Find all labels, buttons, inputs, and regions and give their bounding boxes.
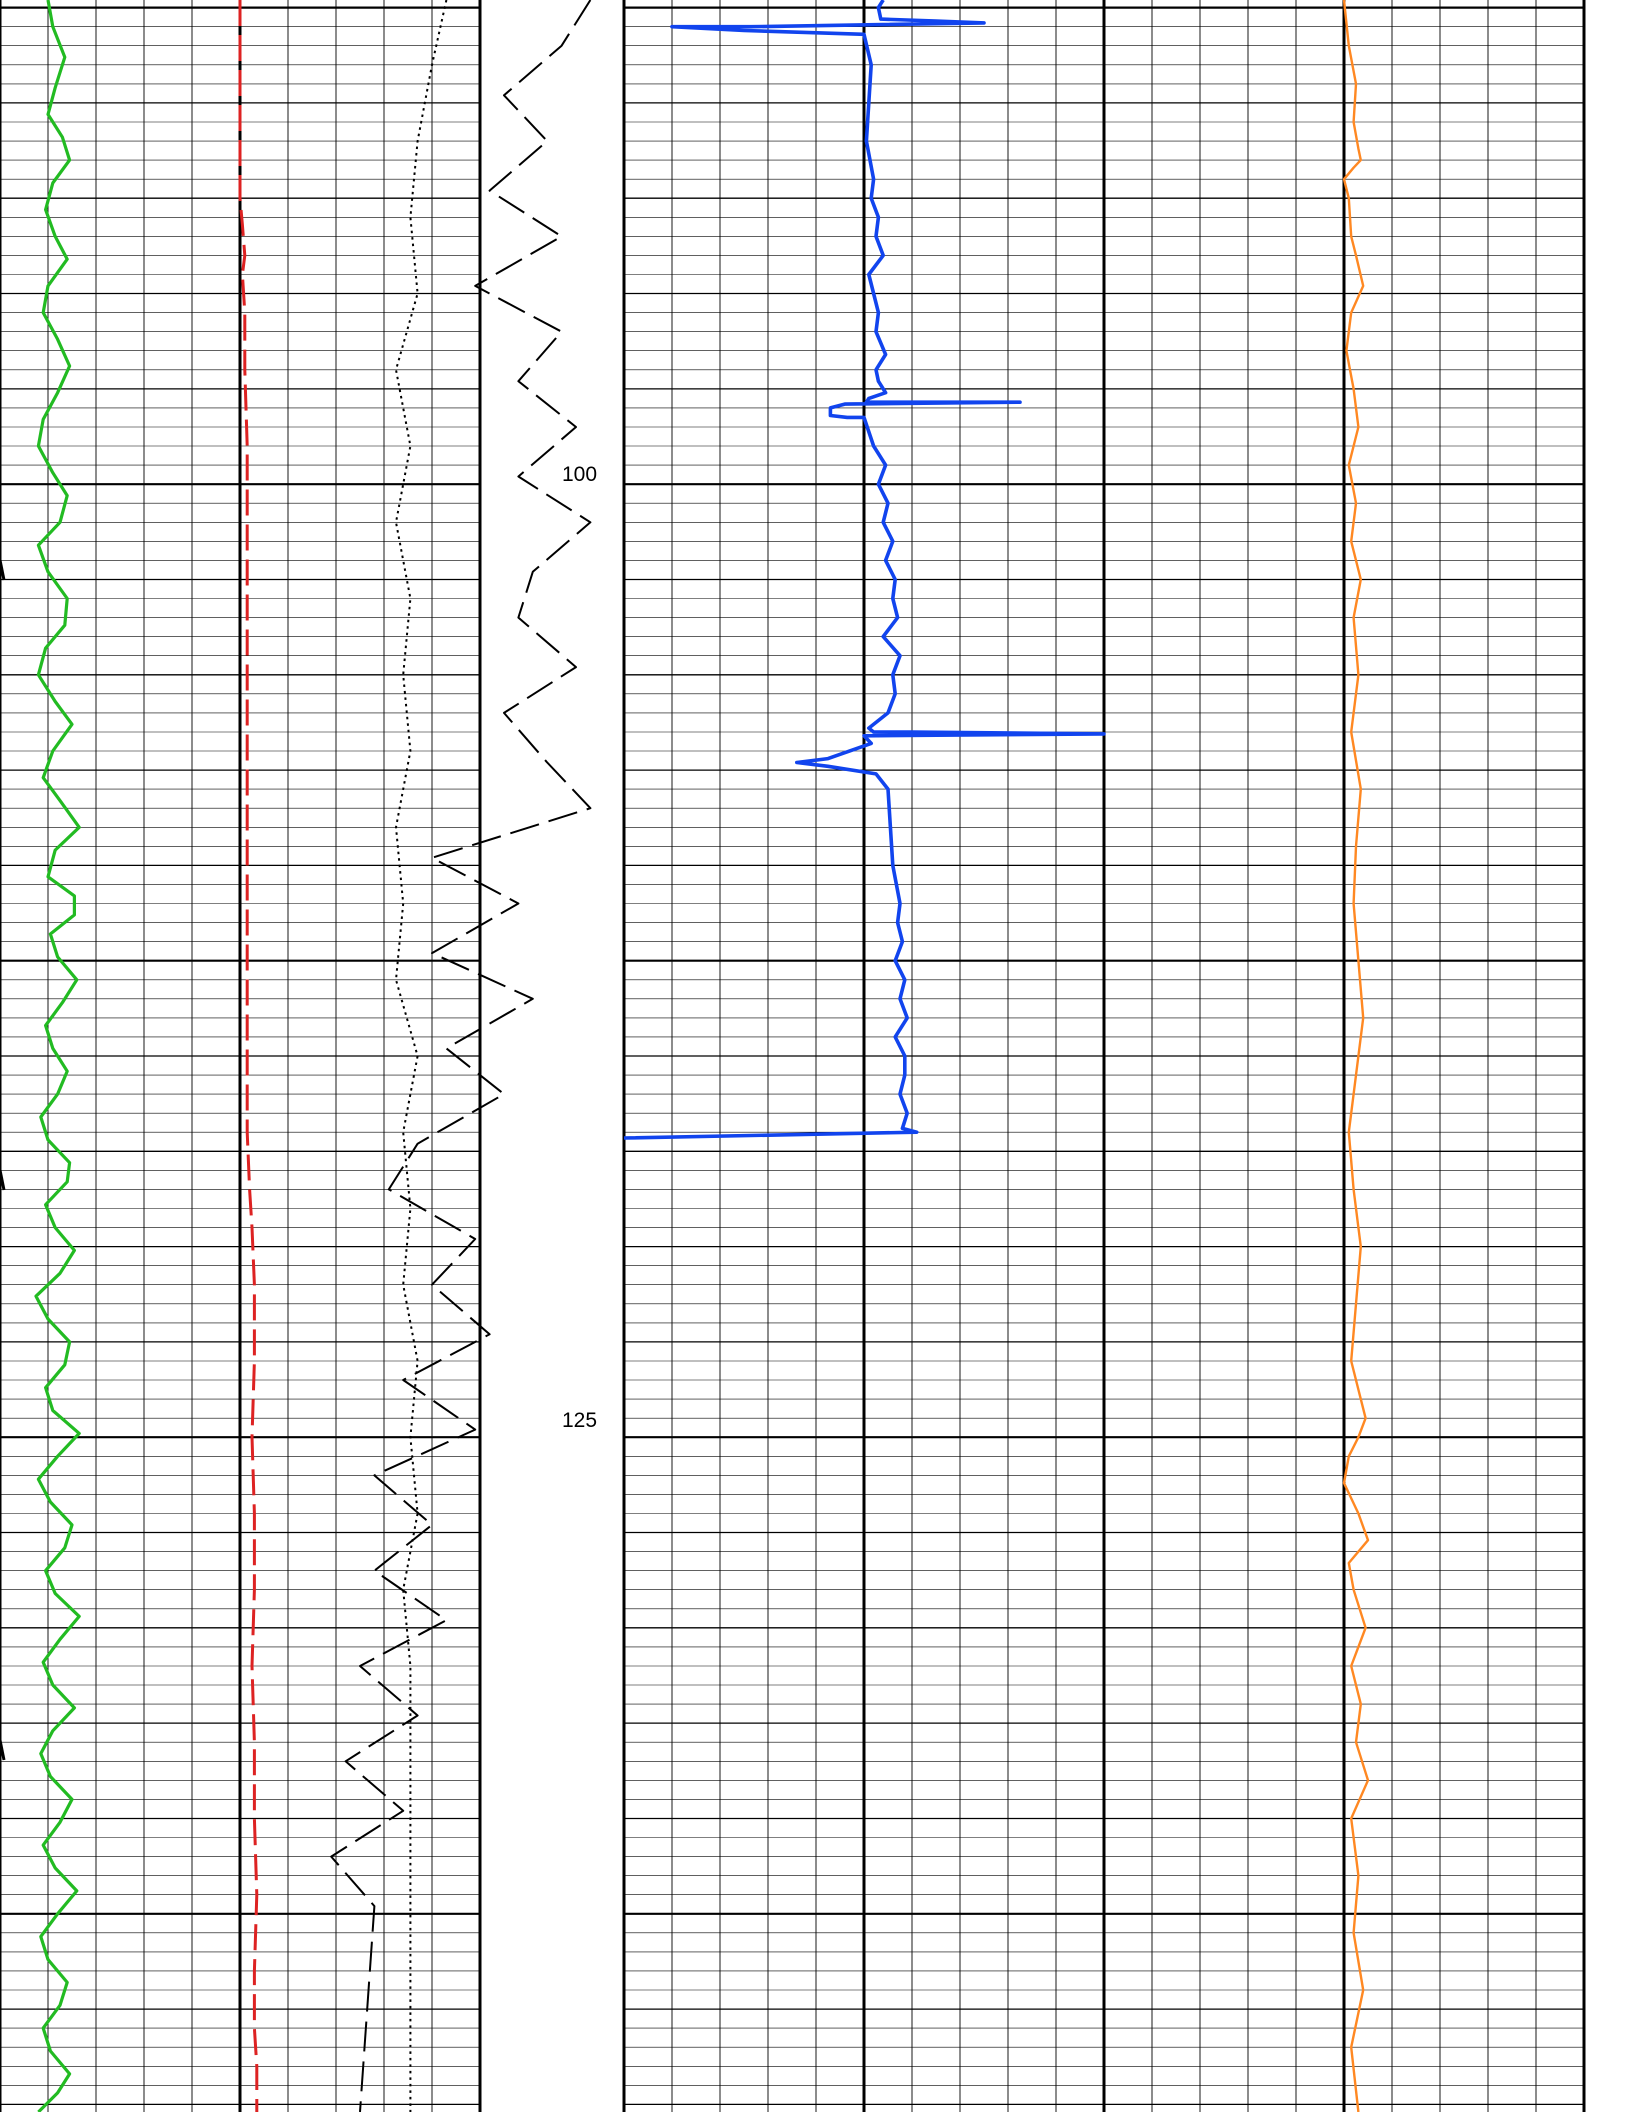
depth-label-layer: 100 125 [562,463,597,1432]
track-3-curve-1 [623,0,1106,1140]
track-2-curve-2 [330,0,592,2112]
track-1-curve-1 [34,0,81,2112]
depth-tick-label-100: 100 [562,463,597,486]
chart-grid [0,0,1586,2112]
edge-tick [0,559,6,581]
edge-tick [0,1169,6,1191]
track-2-curve-1 [395,0,448,2112]
track-3-curve-2 [1342,0,1370,2112]
track-1-curve-2 [238,0,259,2112]
depth-tick-label-125: 125 [562,1409,597,1432]
curve-layer [34,0,1370,2112]
edge-tick [0,1739,6,1761]
